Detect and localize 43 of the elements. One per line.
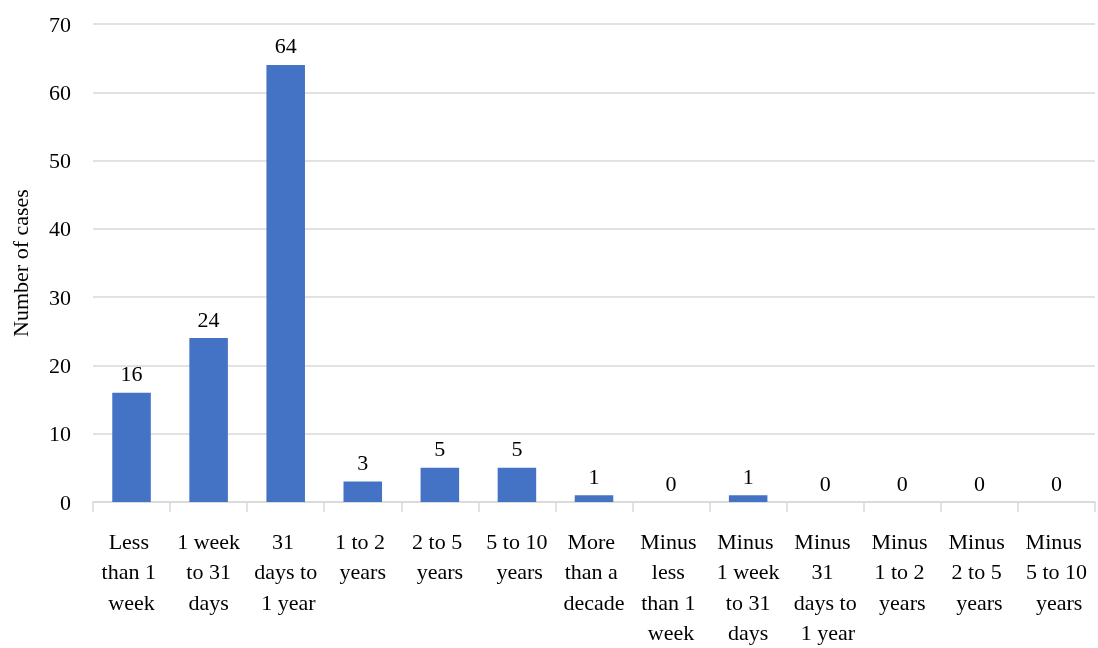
data-label: 0 <box>665 470 677 496</box>
x-tick-label: 2 to 5 years <box>412 528 468 585</box>
x-tick-label: Minus less than 1 week <box>640 528 702 646</box>
data-label: 24 <box>197 306 220 332</box>
y-tick-label: 70 <box>49 11 71 37</box>
y-axis-title: Number of cases <box>7 189 33 337</box>
data-label: 1 <box>742 463 754 489</box>
bar <box>112 392 151 502</box>
x-tick-label: Minus 1 week to 31 days <box>716 528 780 646</box>
x-tick-label: Minus 1 to 2 years <box>871 528 934 615</box>
x-tick-label: 5 to 10 years <box>486 528 548 585</box>
x-tick-label: Minus 5 to 10 years <box>1025 528 1088 615</box>
bar <box>343 481 383 502</box>
y-tick-label: 50 <box>49 148 71 174</box>
data-label: 0 <box>819 470 831 496</box>
data-label: 3 <box>357 450 369 476</box>
x-tick-label: 1 week to 31 days <box>177 528 241 615</box>
y-tick-label: 20 <box>49 352 71 378</box>
x-tick-label: More than a decade <box>563 528 625 615</box>
x-tick-label: Less than 1 week <box>101 528 162 615</box>
data-label: 1 <box>588 463 600 489</box>
bar <box>574 495 614 502</box>
data-label: 0 <box>896 470 908 496</box>
x-tick-label: 1 to 2 years <box>334 528 391 585</box>
y-tick-label: 40 <box>49 216 71 242</box>
data-label: 5 <box>434 436 446 462</box>
bar <box>189 338 228 502</box>
x-tick-label: 31 days to 1 year <box>254 528 318 615</box>
y-tick-label: 60 <box>49 79 71 105</box>
bar <box>420 467 460 502</box>
data-label: 0 <box>973 470 985 496</box>
x-tick-label: Minus 31 days to 1 year <box>793 528 857 646</box>
y-tick-label: 0 <box>60 489 71 515</box>
x-tick-label: Minus 2 to 5 years <box>948 528 1011 615</box>
bar <box>266 64 305 502</box>
data-label: 0 <box>1050 470 1062 496</box>
bar <box>497 467 537 502</box>
data-label: 16 <box>120 361 143 387</box>
data-label: 64 <box>274 33 297 59</box>
y-tick-label: 10 <box>49 421 71 447</box>
y-tick-label: 30 <box>49 284 71 310</box>
data-label: 5 <box>511 436 523 462</box>
bar <box>728 495 768 502</box>
